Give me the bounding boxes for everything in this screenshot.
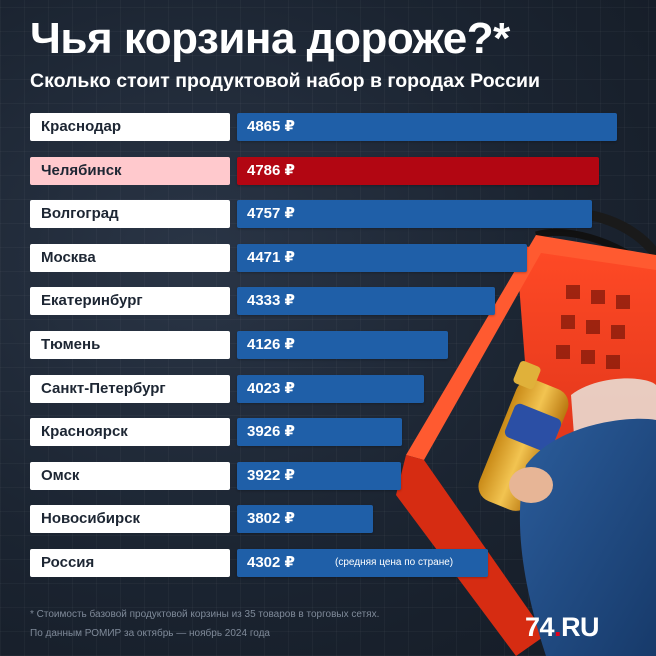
value-label: 4126 ₽ — [247, 336, 295, 353]
bar — [237, 461, 401, 490]
value-label: 4302 ₽ — [247, 554, 295, 571]
logo-dot: . — [554, 612, 562, 642]
logo-74ru[interactable]: 74.RU — [525, 612, 600, 643]
category-label: Москва — [30, 243, 230, 272]
category-label: Челябинск — [30, 156, 230, 185]
category-label: Тюмень — [30, 331, 230, 359]
footnote-basket: * Стоимость базовой продуктовой корзины … — [30, 609, 380, 620]
value-label: 3922 ₽ — [247, 466, 295, 484]
page-subtitle: Сколько стоит продуктовой набор в города… — [30, 70, 541, 92]
bar — [237, 113, 617, 141]
logo-suffix: RU — [561, 612, 600, 642]
bar — [237, 549, 488, 577]
bar — [237, 505, 374, 534]
bar — [237, 243, 527, 272]
shopping-basket-illustration — [396, 208, 656, 656]
value-label: 3802 ₽ — [247, 510, 295, 528]
average-note: (средняя цена по стране) — [335, 557, 454, 568]
category-label: Волгоград — [30, 200, 230, 229]
bar — [237, 418, 402, 447]
bar — [237, 287, 496, 316]
value-label: 4023 ₽ — [247, 379, 295, 397]
bar — [237, 156, 599, 185]
page-title: Чья корзина дороже?* — [30, 14, 510, 63]
category-label: Красноярск — [30, 418, 230, 447]
bar — [237, 331, 448, 359]
value-label: 4471 ₽ — [247, 248, 295, 266]
category-label: Новосибирск — [30, 505, 230, 534]
category-label: Санкт-Петербург — [30, 374, 230, 403]
footnote-source: По данным РОМИР за октябрь — ноябрь 2024… — [30, 628, 270, 639]
category-label: Россия — [30, 549, 230, 577]
value-label: 4333 ₽ — [247, 292, 295, 310]
category-label: Краснодар — [30, 113, 230, 141]
bar — [237, 200, 593, 229]
value-label: 4757 ₽ — [247, 205, 295, 223]
value-label: 4786 ₽ — [247, 161, 295, 179]
value-label: 4865 ₽ — [247, 118, 295, 135]
value-label: 3926 ₽ — [247, 423, 295, 441]
logo-number: 74 — [525, 612, 555, 642]
category-label: Омск — [30, 461, 230, 490]
category-label: Екатеринбург — [30, 287, 230, 316]
bar — [237, 374, 424, 403]
